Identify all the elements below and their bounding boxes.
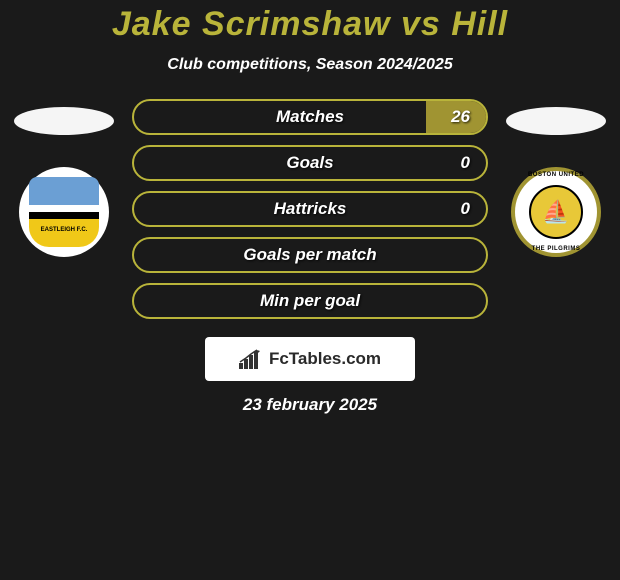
stat-bar: Hattricks 0: [132, 191, 488, 227]
club1-badge-text: EASTLEIGH F.C.: [29, 227, 99, 233]
player1-avatar: [14, 107, 114, 135]
club2-crest-icon: ⛵: [529, 185, 583, 239]
branding-text: FcTables.com: [269, 349, 381, 369]
club1-crest-icon: EASTLEIGH F.C.: [29, 177, 99, 247]
fctables-logo-icon: [239, 349, 263, 369]
stats-column: Matches 26 Goals 0 Hattricks 0 Goals per match…: [124, 99, 496, 319]
club2-badge: BOSTON UNITED ⛵ THE PILGRIMS: [511, 167, 601, 257]
ship-icon: ⛵: [542, 199, 569, 225]
club1-badge: EASTLEIGH F.C.: [19, 167, 109, 257]
left-column: EASTLEIGH F.C.: [4, 99, 124, 257]
main-row: EASTLEIGH F.C. Matches 26 Goals 0 Hattricks 0…: [0, 99, 620, 319]
stat-bar: Min per goal: [132, 283, 488, 319]
date-text: 23 february 2025: [0, 395, 620, 415]
club2-badge-text-bottom: THE PILGRIMS: [515, 246, 597, 252]
stat-value-right: 0: [461, 199, 470, 219]
stat-bar: Goals 0: [132, 145, 488, 181]
page-title: Jake Scrimshaw vs Hill: [0, 5, 620, 44]
player2-avatar: [506, 107, 606, 135]
comparison-card: Jake Scrimshaw vs Hill Club competitions…: [0, 0, 620, 415]
stat-value-right: 0: [461, 153, 470, 173]
stat-bar: Matches 26: [132, 99, 488, 135]
stat-label: Goals per match: [243, 245, 376, 265]
subtitle: Club competitions, Season 2024/2025: [0, 56, 620, 74]
right-column: BOSTON UNITED ⛵ THE PILGRIMS: [496, 99, 616, 257]
stat-label: Goals: [286, 153, 333, 173]
stat-label: Matches: [276, 107, 344, 127]
stat-label: Min per goal: [260, 291, 360, 311]
branding-box: FcTables.com: [205, 337, 415, 381]
stat-label: Hattricks: [274, 199, 347, 219]
club2-badge-text-top: BOSTON UNITED: [515, 172, 597, 178]
stat-value-right: 26: [451, 107, 470, 127]
vs-text: vs: [401, 5, 441, 43]
stat-bar: Goals per match: [132, 237, 488, 273]
player1-name: Jake Scrimshaw: [112, 5, 391, 43]
player2-name: Hill: [451, 5, 508, 43]
